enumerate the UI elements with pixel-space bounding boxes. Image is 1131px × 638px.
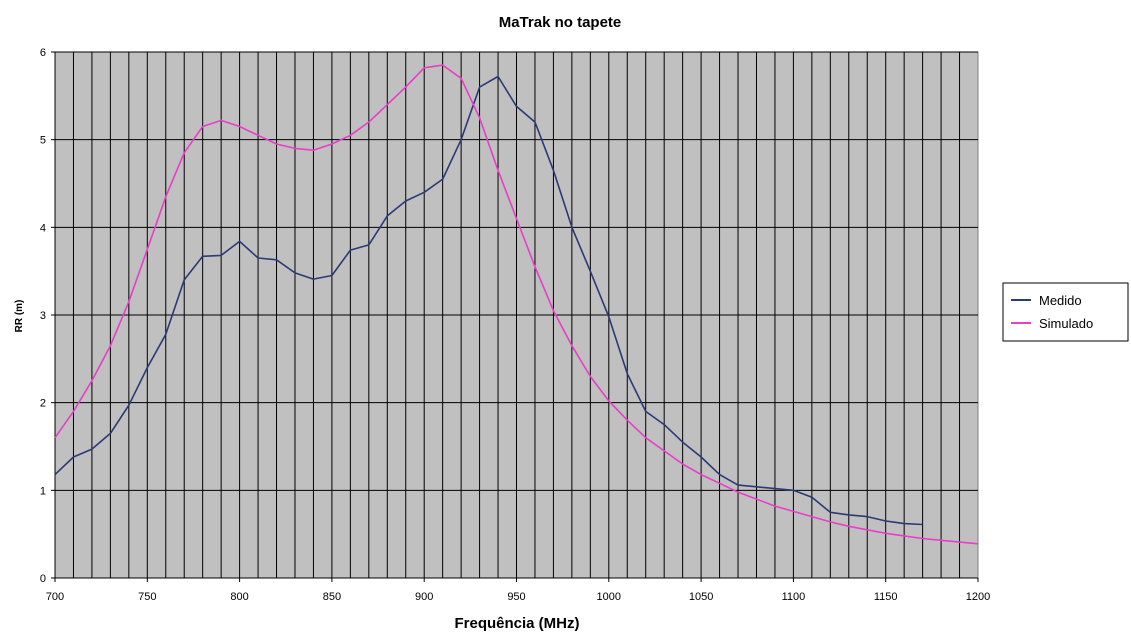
x-tick-label: 900 (415, 591, 433, 603)
x-tick-label: 850 (323, 591, 341, 603)
x-tick-label: 1150 (874, 591, 898, 603)
legend: Medido Simulado (1002, 282, 1129, 342)
legend-box (1002, 282, 1129, 342)
chart-title: MaTrak no tapete (499, 14, 622, 31)
legend-label-simulado: Simulado (1039, 316, 1093, 331)
y-tick-label: 5 (40, 135, 46, 147)
x-tick-label: 1000 (597, 591, 621, 603)
series-lines (54, 64, 979, 545)
x-axis-label: Frequência (MHz) (454, 615, 579, 632)
y-axis-ticks: 0 1 2 3 4 5 6 (40, 47, 55, 585)
y-tick-label: 4 (40, 222, 46, 234)
x-tick-label: 700 (46, 591, 64, 603)
x-tick-label: 750 (138, 591, 156, 603)
x-tick-label: 950 (507, 591, 525, 603)
x-axis-ticks: 700 750 800 850 900 950 1000 1050 1100 1150 1200 (46, 578, 990, 603)
series-line-simulado (54, 64, 979, 545)
y-tick-label: 1 (40, 485, 46, 497)
series-line-medido (54, 75, 923, 526)
x-tick-label: 800 (230, 591, 248, 603)
y-tick-label: 6 (40, 47, 46, 59)
x-tick-label: 1050 (689, 591, 713, 603)
x-tick-label: 1200 (966, 591, 990, 603)
y-tick-label: 0 (40, 573, 46, 585)
legend-label-medido: Medido (1039, 293, 1082, 308)
y-tick-label: 2 (40, 398, 46, 410)
y-tick-label: 3 (40, 310, 46, 322)
x-tick-label: 1100 (782, 591, 806, 603)
y-axis-label: RR (m) (14, 300, 25, 333)
